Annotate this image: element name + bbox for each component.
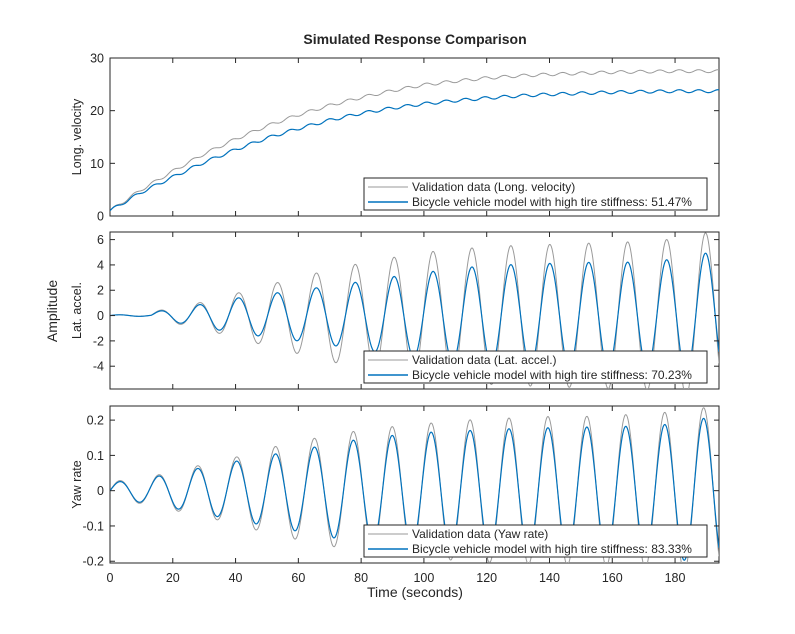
y-tick-label: -0.1 [82, 519, 104, 533]
y-tick-label: 30 [90, 52, 104, 66]
x-tick-label: 0 [107, 571, 114, 585]
y-tick-label: 10 [90, 157, 104, 171]
x-tick-label: 100 [413, 571, 434, 585]
x-tick-label: 140 [539, 571, 560, 585]
y-tick-label: 0.2 [87, 414, 104, 428]
y-tick-label: -4 [93, 360, 104, 374]
figure-title: Simulated Response Comparison [303, 31, 526, 47]
legend-entry: Validation data (Lat. accel.) [412, 353, 557, 367]
plot-area-frame [109, 405, 720, 564]
axes-3: 0 20 40 60 80 100 120 140 160 180 -0.2 -0.1 0 0.1 0.2 Y… [70, 405, 720, 585]
y-tick-label: -0.2 [82, 555, 104, 569]
legend-entry: Validation data (Long. velocity) [412, 180, 575, 194]
y-tick-label: 2 [97, 284, 104, 298]
y-tick-label: 4 [97, 258, 104, 272]
series-line-model [110, 89, 719, 212]
y-tick-label: -2 [93, 334, 104, 348]
legend-entry: Bicycle vehicle model with high tire sti… [412, 195, 692, 209]
series-line-validation [110, 69, 719, 212]
x-tick-label: 120 [476, 571, 497, 585]
x-tick-label: 160 [602, 571, 623, 585]
plot-area-frame [109, 57, 720, 217]
y-axis-label: Yaw rate [70, 460, 84, 508]
plot-area-frame [109, 231, 720, 390]
legend-entry: Validation data (Yaw rate) [412, 527, 548, 541]
y-axis-label: Long. velocity [70, 98, 84, 175]
legend: Validation data (Lat. accel.)Bicycle veh… [363, 350, 708, 384]
y-tick-label: 0 [97, 484, 104, 498]
common-y-axis-label: Amplitude [44, 280, 60, 342]
x-axis-label: Time (seconds) [367, 584, 463, 600]
y-axis-label: Lat. accel. [70, 282, 84, 339]
axes-2: -4 -2 0 2 4 6 Lat. accel. Validation data (Lat.… [70, 231, 720, 390]
legend-entry: Bicycle vehicle model with high tire sti… [412, 368, 692, 382]
y-tick-label: 0 [97, 309, 104, 323]
y-tick-label: 0 [97, 210, 104, 224]
y-tick-label: 0.1 [87, 449, 104, 463]
legend: Validation data (Long. velocity)Bicycle … [363, 177, 708, 211]
axes-1: 0 10 20 30 Long. velocity Validation data (Lo… [70, 52, 720, 224]
legend-box [363, 177, 708, 211]
legend-box [363, 350, 708, 384]
x-tick-label: 40 [229, 571, 243, 585]
y-tick-label: 6 [97, 233, 104, 247]
x-tick-label: 180 [665, 571, 686, 585]
x-tick-label: 20 [166, 571, 180, 585]
y-tick-label: 20 [90, 104, 104, 118]
legend: Validation data (Yaw rate)Bicycle vehicl… [363, 524, 708, 558]
legend-box [363, 524, 708, 558]
x-tick-label: 60 [291, 571, 305, 585]
x-tick-label: 80 [354, 571, 368, 585]
legend-entry: Bicycle vehicle model with high tire sti… [412, 542, 692, 556]
